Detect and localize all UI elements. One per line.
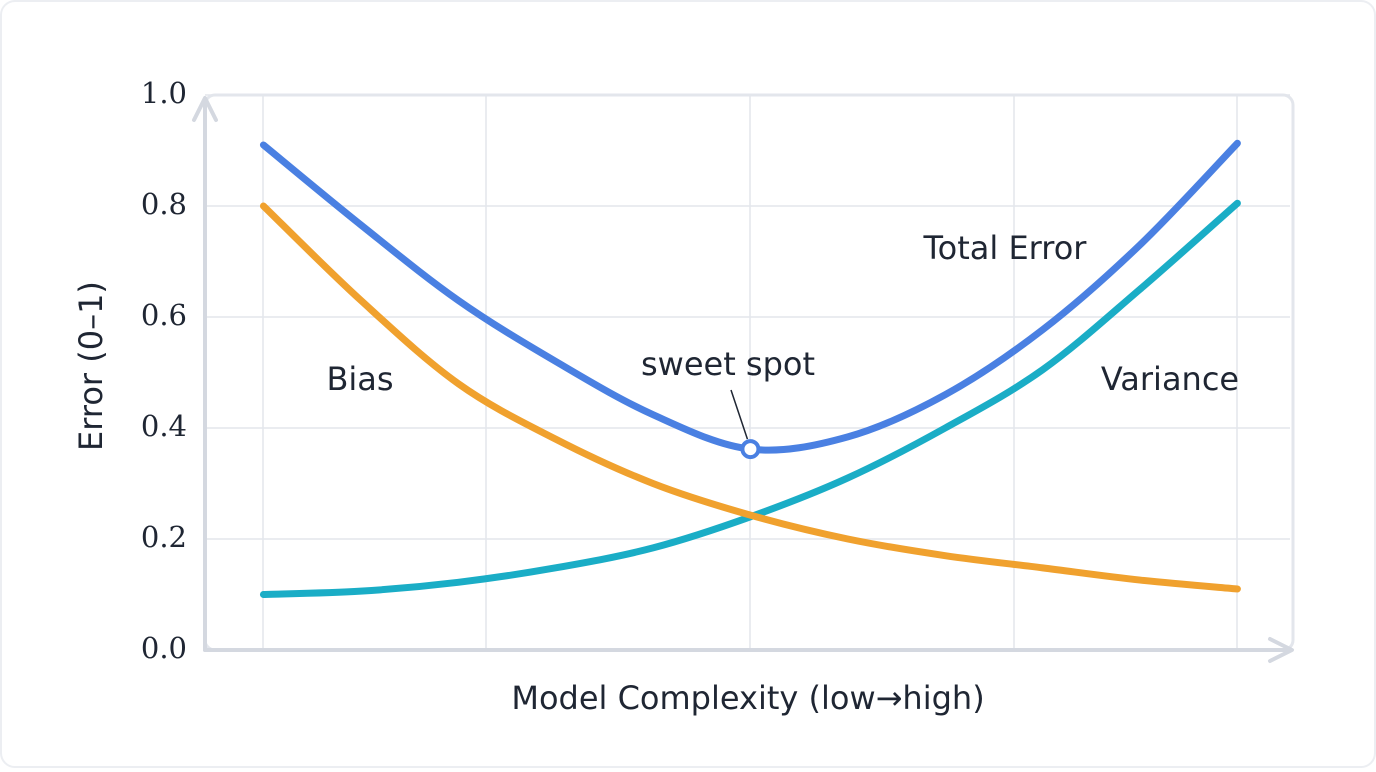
x-arrow (1268, 637, 1294, 663)
series-label: Bias (326, 360, 393, 398)
annotation-leader (730, 389, 749, 440)
y-tick-label: 0.0 (141, 631, 187, 665)
horizontal-grid (205, 94, 1290, 540)
y-tick-label: 1.0 (141, 76, 187, 110)
y-tick-label: 0.6 (141, 298, 187, 332)
y-tick-label: 0.2 (141, 520, 187, 554)
sweet-spot-marker (740, 439, 761, 460)
y-arrow (192, 96, 218, 122)
y-tick-label: 0.8 (141, 187, 187, 221)
series-label: Variance (1101, 360, 1239, 398)
labels: Total Error Bias Variance sweet spot (326, 229, 1239, 460)
vertical-grid (262, 95, 1238, 650)
annotation-text: sweet spot (641, 345, 815, 383)
y-tick-label: 0.4 (141, 409, 187, 443)
series-line (259, 202, 1241, 593)
axes (192, 96, 1294, 663)
x-axis-label: Model Complexity (low→high) (511, 679, 984, 717)
series-label: Total Error (923, 229, 1088, 267)
series-line (259, 199, 1241, 598)
y-axis-label: Error (0–1) (72, 281, 110, 451)
